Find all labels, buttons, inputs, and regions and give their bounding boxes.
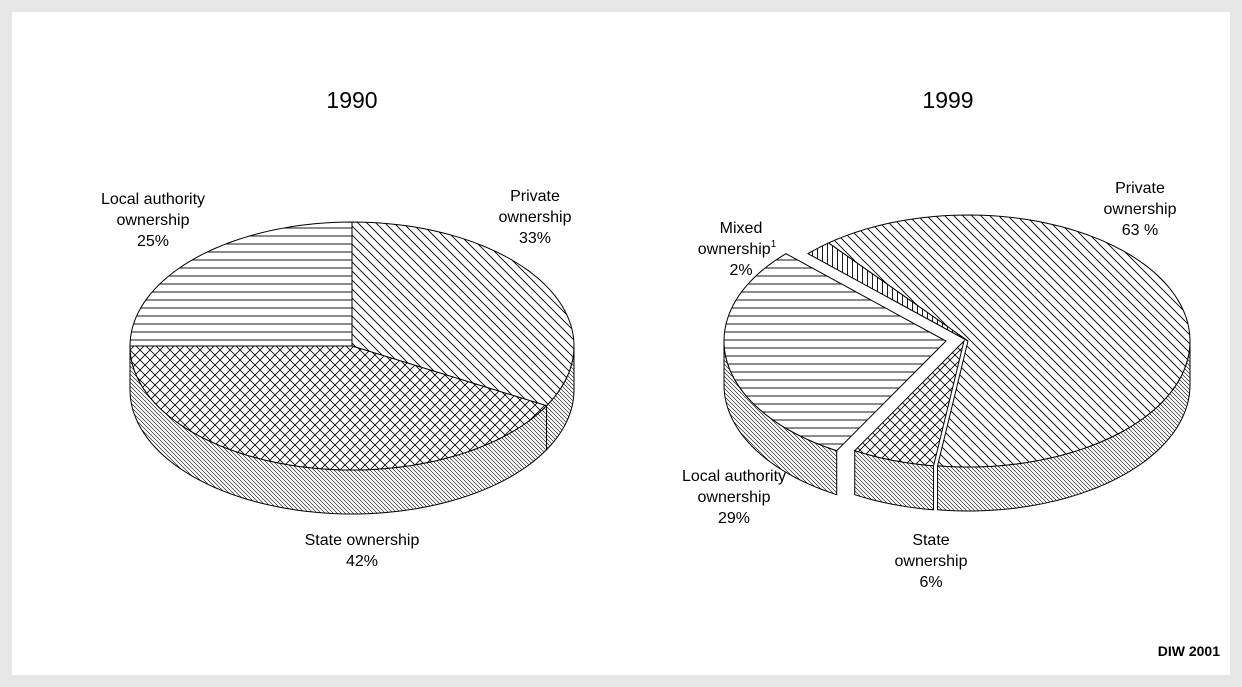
pie-1990: 1990 Private ownership 33% Local authori… — [101, 87, 575, 570]
footnote-marker: 1 — [771, 239, 777, 250]
pie-slice-state-ownership — [853, 339, 965, 467]
source-credit: DIW 2001 — [1158, 643, 1220, 659]
pie-1990-label-private: Private ownership 33% — [499, 188, 572, 247]
pie-1999-label-private: Private ownership 63 % — [1104, 180, 1177, 239]
label-line: Local authority — [682, 468, 786, 485]
label-line: ownership — [1104, 201, 1177, 218]
label-line: Local authority — [101, 191, 205, 208]
value-label: 42% — [346, 553, 378, 570]
value-label: 6% — [919, 574, 942, 591]
pie-slice-private-ownership — [351, 221, 575, 407]
label-line: Private — [1115, 180, 1165, 197]
pie-slice-state-ownership — [129, 345, 548, 471]
pie-1990-title: 1990 — [326, 87, 377, 113]
pie-1999: 1999 Private ownership 63 % Mixed owners… — [682, 87, 1191, 591]
pie-slice-private-ownership — [827, 214, 1191, 468]
value-label: 63 % — [1122, 222, 1158, 239]
label-line: State — [912, 532, 949, 549]
label-line: State ownership — [305, 532, 420, 549]
pie-slice-mixed-ownership — [806, 242, 969, 342]
pie-1999-label-state: State ownership 6% — [895, 532, 968, 591]
value-label: 2% — [729, 262, 752, 279]
pie-1990-label-local: Local authority ownership 25% — [101, 191, 205, 250]
label-line: ownership — [117, 212, 190, 229]
label-line: ownership1 — [698, 239, 777, 258]
label-line: Mixed — [720, 220, 763, 237]
pie-1999-label-mixed: Mixed ownership1 2% — [698, 220, 777, 279]
label-line: Private — [510, 188, 560, 205]
pie-1999-title: 1999 — [922, 87, 973, 113]
label-line: ownership — [698, 489, 771, 506]
value-label: 29% — [718, 510, 750, 527]
pie-slice-local-authority-ownership — [723, 253, 947, 452]
label-line: ownership — [499, 209, 572, 226]
value-label: 33% — [519, 230, 551, 247]
pie-1990-label-state: State ownership 42% — [305, 532, 420, 570]
pie-1999-label-local: Local authority ownership 29% — [682, 468, 786, 527]
pie-slice-local-authority-ownership — [129, 221, 353, 347]
label-text: ownership — [698, 241, 771, 258]
label-line: ownership — [895, 553, 968, 570]
value-label: 25% — [137, 233, 169, 250]
